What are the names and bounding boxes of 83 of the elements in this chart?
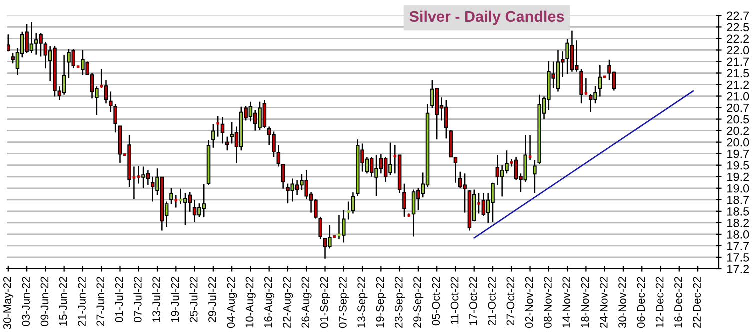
y-tick-label: 18.7: [728, 196, 750, 204]
candlestick: [109, 91, 113, 113]
candlestick: [44, 41, 48, 70]
x-tick-label: 21-Jun-22: [78, 277, 86, 326]
y-tick-label: 17.7: [728, 242, 750, 250]
y-tick-label: 18.0: [728, 230, 750, 239]
x-tick-label: 05-Oct-22: [432, 277, 440, 326]
y-tick-label: 22.5: [727, 23, 750, 32]
x-tick-label: 22-Dec-22: [693, 277, 702, 328]
y-tick-label: 20.7: [727, 104, 750, 112]
x-tick-label: 04-Aug-22: [227, 277, 238, 328]
candlestick: [212, 124, 216, 148]
x-tick-label: 23-Sep-22: [394, 277, 405, 328]
candlestick: [351, 192, 356, 214]
x-tick-label: 06-Dec-22: [637, 277, 646, 328]
x-tick-label: 08-Nov-22: [544, 277, 552, 328]
x-tick-label: 12-Dec-22: [656, 277, 664, 328]
y-tick-label: 19.5: [728, 161, 750, 170]
x-tick-label: 07-Sep-22: [339, 277, 350, 328]
x-tick-label: 30-Nov-22: [618, 277, 626, 328]
x-tick-label: 03-Jun-22: [22, 277, 30, 326]
y-tick-label: 18.2: [728, 218, 750, 228]
x-tick-label: 13-Jul-22: [152, 277, 160, 322]
y-tick-label: 21.0: [727, 92, 750, 101]
x-tick-label: 27-Jun-22: [96, 277, 105, 326]
y-tick-label: 19.2: [728, 172, 750, 182]
x-tick-label: 19-Jul-22: [170, 277, 180, 322]
candlestick: [318, 216, 322, 240]
x-tick-label: 11-Oct-22: [450, 277, 459, 324]
candlestick: [342, 210, 346, 244]
y-tick-label: 19.7: [728, 150, 750, 158]
x-tick-label: 17-Oct-22: [469, 277, 478, 326]
candlestick: [598, 64, 602, 98]
candlestick: [7, 34, 10, 52]
candlestick: [62, 54, 66, 96]
candlestick: [533, 160, 537, 194]
y-tick-label: 20.2: [727, 126, 750, 136]
candlestick: [580, 68, 584, 104]
x-tick-label: 10-Aug-22: [246, 277, 256, 328]
x-tick-label: 18-Nov-22: [581, 277, 590, 328]
candlestick: [574, 40, 579, 73]
candlestick: [281, 164, 286, 190]
y-tick-label: 17.5: [728, 254, 750, 262]
y-tick-label: 21.7: [727, 58, 750, 66]
y-tick-label: 19.0: [728, 184, 750, 193]
x-tick-label: 24-Nov-22: [600, 277, 608, 328]
x-tick-label: 29-Sep-22: [414, 277, 424, 328]
x-tick-label: 02-Nov-22: [525, 277, 534, 328]
x-tick-label: 07-Jul-22: [134, 277, 142, 323]
y-tick-label: 22.2: [727, 34, 750, 44]
y-tick-label: 20.5: [727, 115, 750, 124]
candlestick: [402, 183, 406, 218]
y-tick-label: 21.5: [727, 69, 750, 78]
x-tick-label: 26-Aug-22: [302, 277, 312, 328]
x-tick-label: 01-Sep-22: [320, 277, 330, 328]
x-tick-label: 27-Oct-22: [506, 277, 515, 326]
y-tick-label: 22.0: [727, 46, 750, 55]
candlestick: [482, 192, 486, 218]
candlestick: [170, 188, 174, 205]
x-tick-label: 30-May-22: [4, 277, 14, 330]
x-tick-label: 14-Nov-22: [562, 277, 571, 328]
x-tick-label: 16-Aug-22: [264, 277, 275, 328]
y-tick-label: 18.5: [728, 207, 750, 216]
candlestick: [104, 80, 108, 104]
x-tick-label: 15-Jun-22: [59, 277, 68, 326]
x-tick-label: 29-Jul-22: [208, 277, 216, 322]
chart-title: Silver - Daily Candles: [410, 10, 564, 26]
x-tick-label: 19-Sep-22: [376, 277, 386, 328]
candlestick: [114, 104, 118, 134]
x-tick-label: 21-Oct-22: [488, 277, 496, 326]
x-tick-label: 13-Sep-22: [358, 277, 368, 328]
candlestick: [226, 136, 230, 152]
y-tick-label: 21.2: [727, 80, 750, 90]
x-tick-label: 01-Jul-22: [115, 277, 124, 323]
x-tick-label: 22-Aug-22: [283, 277, 294, 328]
candlestick: [496, 154, 500, 186]
x-tick-label: 16-Dec-22: [674, 277, 682, 328]
x-tick-label: 25-Jul-22: [190, 277, 198, 322]
y-tick-label: 17.2: [728, 265, 750, 274]
y-tick-label: 22.7: [727, 12, 750, 20]
candlestick: [220, 116, 225, 144]
x-tick-label: 09-Jun-22: [40, 277, 49, 326]
y-tick-label: 20.0: [727, 138, 750, 147]
